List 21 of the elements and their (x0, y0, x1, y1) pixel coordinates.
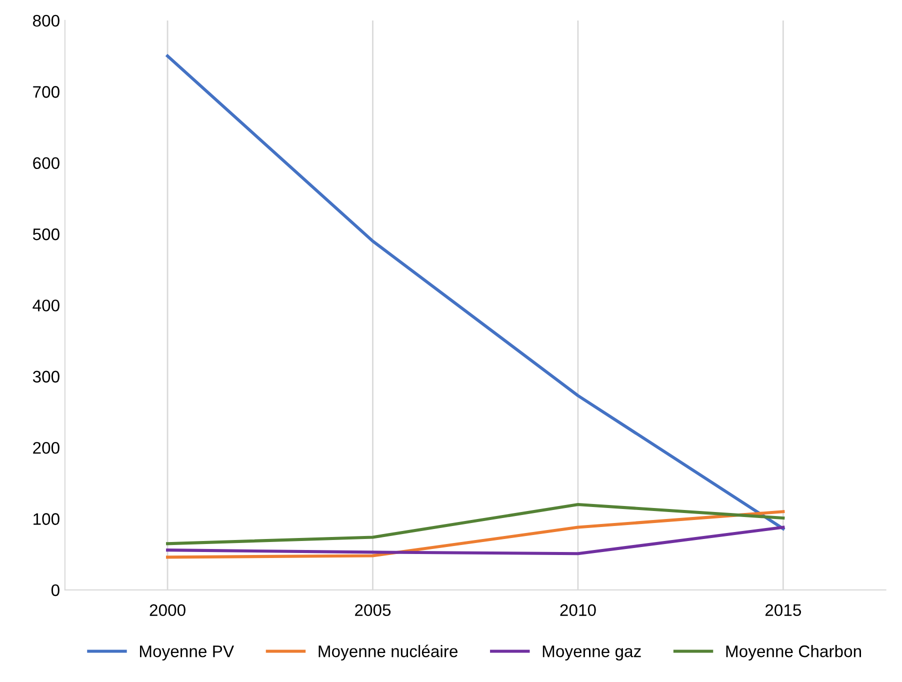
y-tick-label: 0 (51, 584, 60, 596)
legend-label: Moyenne PV (140, 646, 234, 661)
x-tick-label: 2010 (560, 604, 596, 616)
y-tick-label: 400 (32, 300, 60, 312)
x-tick-label: 2000 (150, 604, 186, 616)
y-tick-label: 500 (32, 228, 60, 240)
x-tick-label: 2005 (355, 604, 391, 616)
y-tick-label: 700 (33, 86, 60, 98)
y-tick-label: 100 (34, 513, 60, 525)
line-series (166, 54, 785, 530)
y-tick-label: 300 (32, 370, 60, 383)
line-series (166, 502, 785, 546)
line-series (166, 510, 785, 559)
y-tick-label: 600 (33, 157, 60, 170)
x-tick-label: 2015 (765, 604, 802, 616)
y-tick-label: 800 (33, 14, 60, 27)
legend-label: Moyenne Charbon (726, 644, 861, 661)
legend-label: Moyenne nucléaire (318, 644, 458, 661)
y-tick-label: 200 (33, 442, 60, 454)
line-series (166, 526, 785, 556)
legend-label: Moyenne gaz (542, 646, 641, 661)
